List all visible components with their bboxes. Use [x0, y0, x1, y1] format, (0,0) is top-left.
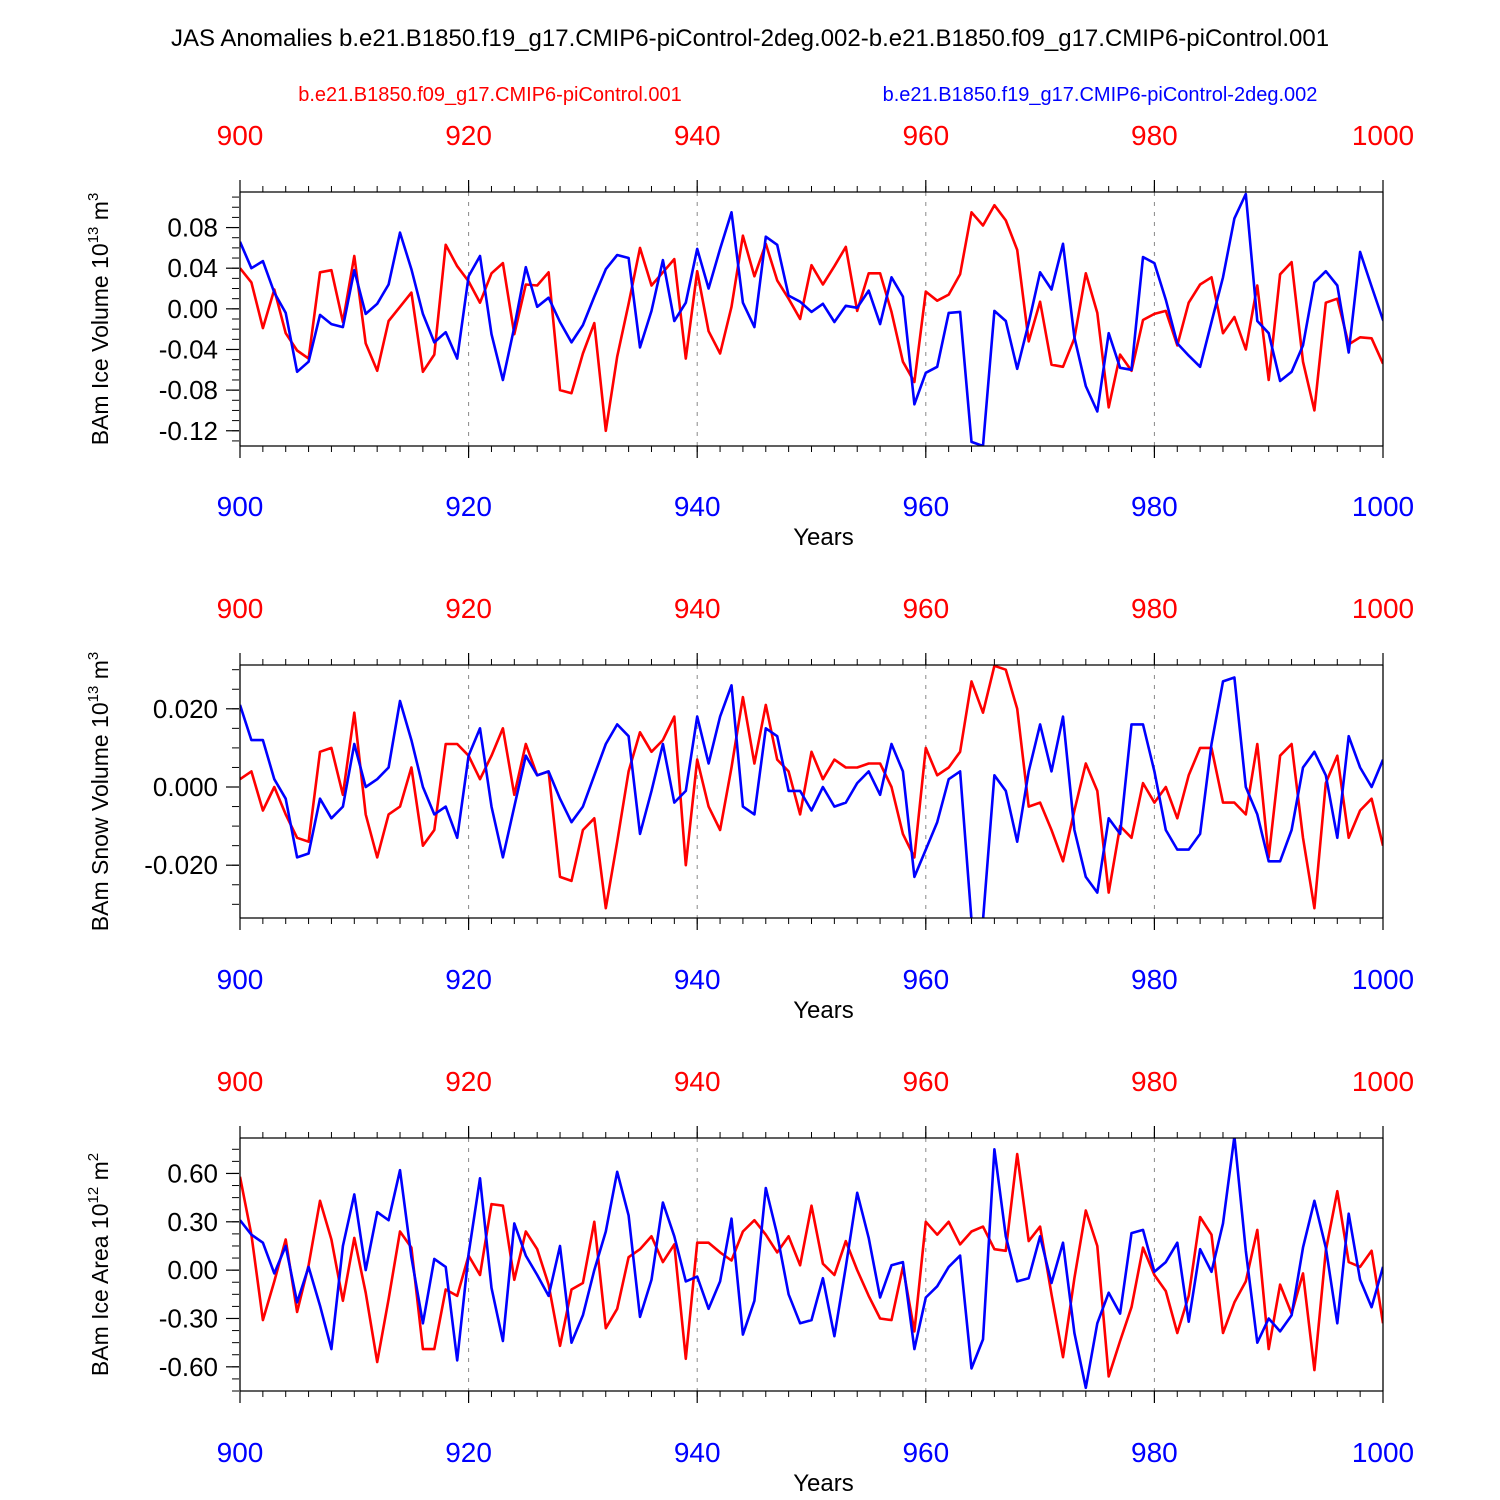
y-axis-label: BAm Ice Area 1012 m2 [85, 1153, 113, 1376]
y-tick-label: -0.04 [159, 334, 218, 364]
y-axis-label-unit-exponent: 3 [85, 193, 102, 201]
x-tick-label-top: 1000 [1352, 593, 1414, 624]
x-tick-label-top: 1000 [1352, 120, 1414, 151]
series-line-blue [240, 676, 1383, 918]
y-axis-label-exponent: 13 [85, 686, 102, 703]
x-tick-label-top: 900 [217, 593, 264, 624]
y-axis-label-unit: m [87, 660, 113, 686]
x-tick-label-bottom: 960 [902, 1437, 949, 1468]
x-tick-label-bottom: 940 [674, 491, 721, 522]
y-tick-label: 0.08 [167, 213, 218, 243]
x-tick-label-bottom: 960 [902, 964, 949, 995]
y-tick-label: 0.04 [167, 253, 218, 283]
x-tick-label-bottom: 1000 [1352, 964, 1414, 995]
x-tick-label-bottom: 900 [217, 491, 264, 522]
x-tick-label-top: 920 [445, 1066, 492, 1097]
y-axis-label-unit-exponent: 2 [85, 1153, 102, 1161]
x-tick-label-bottom: 940 [674, 964, 721, 995]
series-line-blue [240, 1138, 1383, 1390]
y-axis-label-text: BAm Ice Volume 10 [87, 243, 113, 445]
y-tick-label: -0.08 [159, 375, 218, 405]
series-line-red [240, 203, 1383, 433]
x-tick-label-bottom: 980 [1131, 964, 1178, 995]
x-tick-label-bottom: 980 [1131, 491, 1178, 522]
y-axis-label-unit: m [87, 1161, 113, 1187]
x-tick-label-bottom: 1000 [1352, 491, 1414, 522]
x-tick-label-top: 980 [1131, 1066, 1178, 1097]
y-axis-label-unit: m [87, 201, 113, 227]
x-axis-label: Years [793, 1470, 854, 1497]
x-tick-label-bottom: 900 [217, 964, 264, 995]
y-tick-label: 0.30 [167, 1207, 218, 1237]
y-axis-label: BAm Ice Volume 1013 m3 [85, 193, 113, 446]
legend-series-b: b.e21.B1850.f19_g17.CMIP6-piControl-2deg… [883, 84, 1318, 106]
x-tick-label-bottom: 1000 [1352, 1437, 1414, 1468]
y-tick-label: 0.020 [153, 694, 218, 724]
x-tick-label-top: 980 [1131, 593, 1178, 624]
x-tick-label-bottom: 980 [1131, 1437, 1178, 1468]
x-tick-label-top: 940 [674, 1066, 721, 1097]
x-tick-label-bottom: 920 [445, 964, 492, 995]
panel-1: -0.12 -0.08 -0.04 0.00 0.04 0.08 900 900 920 920 9… [85, 120, 1414, 551]
y-tick-label: 0.00 [167, 1255, 218, 1285]
y-axis-label: BAm Snow Volume 1013 m3 [85, 652, 113, 931]
y-tick-label: -0.60 [159, 1352, 218, 1382]
y-axis-label-exponent: 12 [85, 1187, 102, 1204]
y-tick-label: -0.020 [144, 850, 218, 880]
y-tick-label: -0.12 [159, 416, 218, 446]
y-tick-label: 0.000 [153, 772, 218, 802]
x-tick-label-top: 960 [902, 1066, 949, 1097]
series-line-red [240, 665, 1383, 910]
x-tick-label-top: 900 [217, 1066, 264, 1097]
y-axis-label-exponent: 13 [85, 227, 102, 244]
y-tick-label: 0.00 [167, 294, 218, 324]
y-axis-label-text: BAm Snow Volume 10 [87, 702, 113, 931]
x-tick-label-bottom: 960 [902, 491, 949, 522]
y-axis-label-text: BAm Ice Area 10 [87, 1204, 113, 1377]
x-tick-label-top: 960 [902, 593, 949, 624]
x-tick-label-bottom: 920 [445, 1437, 492, 1468]
x-tick-label-top: 940 [674, 120, 721, 151]
x-tick-label-top: 940 [674, 593, 721, 624]
panel-3: -0.60 -0.30 0.00 0.30 0.60 900 900 920 920 940 940… [85, 1066, 1414, 1497]
y-tick-label: 0.60 [167, 1158, 218, 1188]
x-tick-label-top: 980 [1131, 120, 1178, 151]
x-tick-label-top: 1000 [1352, 1066, 1414, 1097]
x-tick-label-top: 920 [445, 593, 492, 624]
x-tick-label-bottom: 900 [217, 1437, 264, 1468]
x-tick-label-top: 920 [445, 120, 492, 151]
x-tick-label-bottom: 940 [674, 1437, 721, 1468]
x-tick-label-bottom: 920 [445, 491, 492, 522]
series-line-blue [240, 192, 1383, 446]
x-tick-label-top: 960 [902, 120, 949, 151]
x-axis-label: Years [793, 524, 854, 551]
legend-series-a: b.e21.B1850.f09_g17.CMIP6-piControl.001 [298, 84, 682, 106]
y-axis-label-unit-exponent: 3 [85, 652, 102, 660]
series-line-red [240, 1152, 1383, 1378]
x-tick-label-top: 900 [217, 120, 264, 151]
x-axis-label: Years [793, 997, 854, 1024]
figure-title: JAS Anomalies b.e21.B1850.f19_g17.CMIP6-… [171, 25, 1329, 52]
panel-2: -0.020 0.000 0.020 900 900 920 920 940 940 960 960… [85, 593, 1414, 1024]
y-tick-label: -0.30 [159, 1303, 218, 1333]
